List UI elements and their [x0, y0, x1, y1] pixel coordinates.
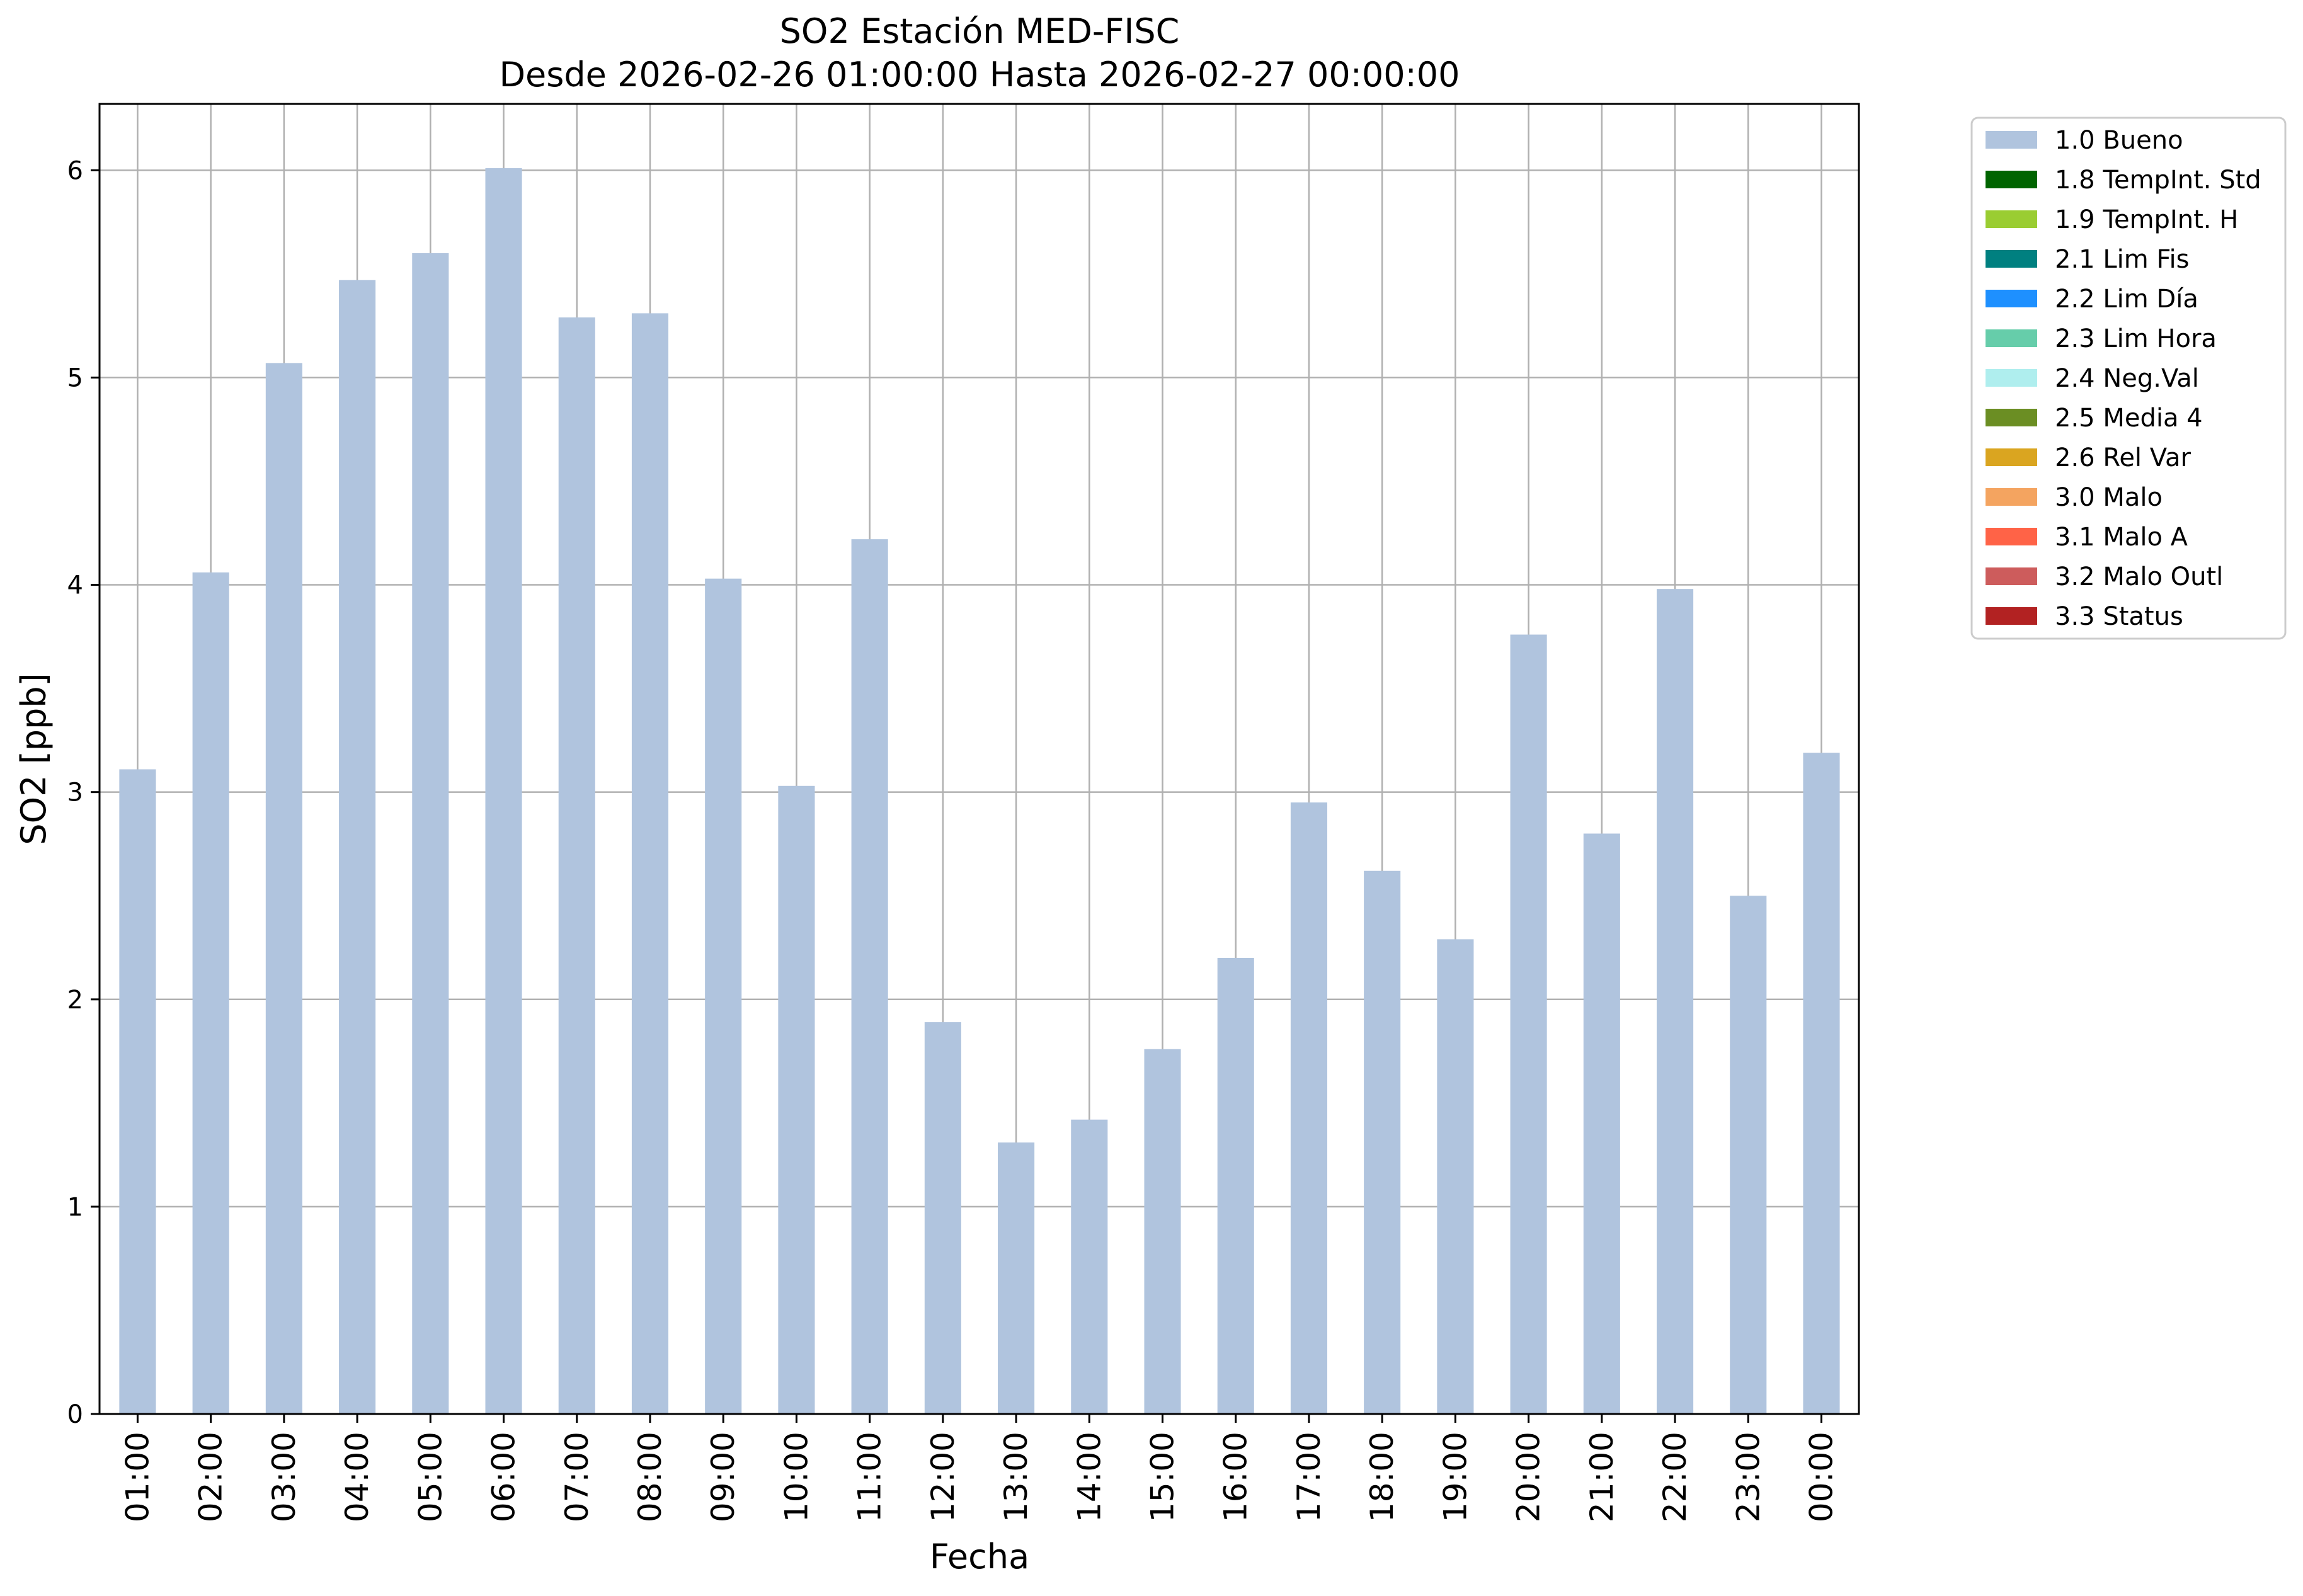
y-axis-label: SO2 [ppb]	[14, 673, 54, 845]
x-axis-label: Fecha	[930, 1537, 1029, 1576]
bar-22:00	[1657, 589, 1694, 1414]
x-tick-label: 11:00	[852, 1432, 888, 1522]
legend-swatch	[1986, 329, 2037, 347]
bar-10:00	[778, 785, 815, 1414]
bar-02:00	[192, 572, 229, 1414]
legend-swatch	[1986, 567, 2037, 585]
legend-label: 1.8 TempInt. Std	[2055, 166, 2261, 195]
bar-05:00	[412, 253, 449, 1414]
x-tick-label: 20:00	[1511, 1432, 1547, 1522]
bar-14:00	[1071, 1119, 1108, 1414]
x-tick-label: 08:00	[632, 1432, 668, 1522]
bar-18:00	[1364, 870, 1401, 1414]
bar-08:00	[631, 313, 669, 1415]
legend-swatch	[1986, 409, 2037, 426]
x-tick-label: 21:00	[1584, 1432, 1620, 1522]
bar-13:00	[998, 1142, 1035, 1414]
bar-20:00	[1510, 634, 1547, 1414]
y-tick-label: 1	[67, 1193, 83, 1222]
legend-label: 2.2 Lim Día	[2055, 285, 2198, 314]
bar-19:00	[1437, 939, 1474, 1414]
x-tick-label: 13:00	[998, 1432, 1034, 1522]
legend-label: 1.9 TempInt. H	[2055, 205, 2238, 234]
x-tick-label: 09:00	[705, 1432, 741, 1522]
x-tick-label: 18:00	[1364, 1432, 1400, 1522]
legend-swatch	[1986, 488, 2037, 506]
x-tick-label: 00:00	[1803, 1432, 1839, 1522]
y-tick-label: 2	[67, 986, 83, 1015]
legend: 1.0 Bueno 1.8 TempInt. Std 1.9 TempInt. H 2…	[1970, 117, 2287, 640]
x-tick-label: 17:00	[1291, 1432, 1327, 1522]
bar-23:00	[1730, 896, 1767, 1414]
legend-label: 3.0 Malo	[2055, 483, 2163, 512]
bar-12:00	[924, 1022, 961, 1414]
y-tick-label: 4	[67, 571, 83, 600]
legend-swatch	[1986, 369, 2037, 387]
legend-label: 2.6 Rel Var	[2055, 443, 2192, 472]
x-tick-label: 07:00	[559, 1432, 595, 1522]
x-tick-label: 14:00	[1071, 1432, 1107, 1522]
bar-17:00	[1290, 802, 1328, 1414]
bar-04:00	[339, 280, 376, 1414]
bar-07:00	[558, 317, 595, 1415]
legend-swatch	[1986, 607, 2037, 625]
legend-label: 3.1 Malo A	[2055, 523, 2188, 552]
bar-11:00	[851, 539, 888, 1415]
chart-subtitle: Desde 2026-02-26 01:00:00 Hasta 2026-02-…	[499, 55, 1460, 94]
legend-label: 3.3 Status	[2055, 602, 2183, 631]
x-tick-label: 16:00	[1218, 1432, 1254, 1522]
legend-swatch	[1986, 210, 2037, 228]
legend-swatch	[1986, 290, 2037, 307]
legend-label: 1.0 Bueno	[2055, 126, 2183, 155]
x-tick-label: 10:00	[778, 1432, 814, 1522]
y-axis-ticks: 0 1 2 3 4 5 6	[67, 156, 100, 1429]
x-tick-label: 03:00	[266, 1432, 302, 1522]
y-tick-label: 3	[67, 778, 83, 807]
bar-09:00	[705, 578, 742, 1414]
x-tick-label: 19:00	[1437, 1432, 1473, 1522]
legend-swatch	[1986, 528, 2037, 545]
bar-21:00	[1583, 833, 1620, 1414]
x-tick-label: 15:00	[1145, 1432, 1181, 1522]
bar-01:00	[119, 769, 156, 1414]
x-tick-label: 02:00	[193, 1432, 229, 1522]
x-tick-label: 05:00	[412, 1432, 449, 1522]
x-tick-label: 01:00	[119, 1432, 156, 1522]
x-tick-label: 23:00	[1730, 1432, 1766, 1522]
legend-swatch	[1986, 171, 2037, 188]
legend-swatch	[1986, 448, 2037, 466]
legend-label: 3.2 Malo Outl	[2055, 562, 2223, 591]
legend-label: 2.1 Lim Fis	[2055, 245, 2189, 274]
legend-box	[1970, 117, 2287, 640]
bar-06:00	[485, 168, 522, 1414]
x-tick-label: 22:00	[1657, 1432, 1693, 1522]
y-tick-label: 5	[67, 363, 83, 392]
legend-swatch	[1986, 250, 2037, 268]
legend-label: 2.3 Lim Hora	[2055, 324, 2217, 353]
legend-swatch	[1986, 131, 2037, 149]
legend-label: 2.5 Media 4	[2055, 404, 2203, 433]
plot-frame	[98, 103, 1860, 1415]
bars	[119, 168, 1840, 1415]
y-tick-label: 0	[67, 1400, 83, 1429]
x-axis-ticks: 01:00 02:00 03:00 04:00 05:00 06:00 07:00 08:00…	[119, 1414, 1839, 1522]
bar-16:00	[1217, 957, 1254, 1414]
bar-00:00	[1803, 753, 1840, 1414]
legend-label: 2.4 Neg.Val	[2055, 364, 2199, 393]
bar-03:00	[265, 363, 302, 1415]
y-tick-label: 6	[67, 156, 83, 185]
x-tick-label: 06:00	[486, 1432, 522, 1522]
x-tick-label: 12:00	[925, 1432, 961, 1522]
x-tick-label: 04:00	[339, 1432, 375, 1522]
chart-title: SO2 Estación MED-FISC	[780, 11, 1180, 51]
bar-15:00	[1144, 1049, 1181, 1414]
